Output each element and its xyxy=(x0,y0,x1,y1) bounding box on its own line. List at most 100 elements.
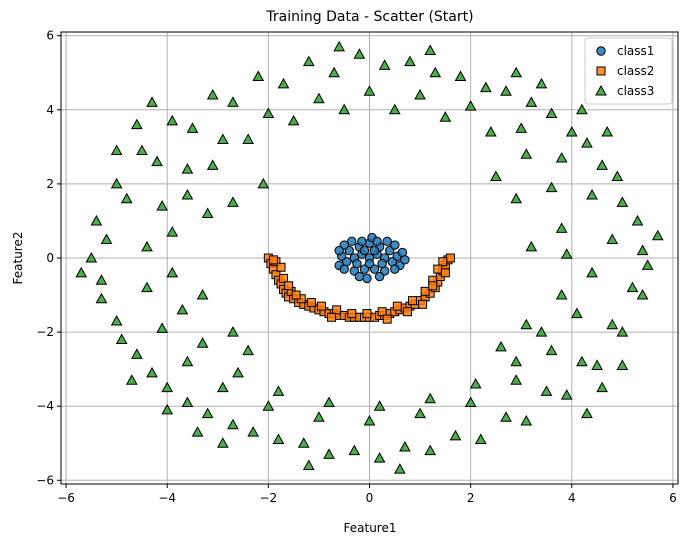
class3-point xyxy=(206,159,219,170)
axis-ticks: −6 −4 −2 0 2 4 6 −6 −4 −2 0 2 4 6 xyxy=(36,29,676,505)
x-tick-label: 6 xyxy=(669,491,677,505)
class3-point xyxy=(181,188,194,200)
class3-point xyxy=(631,214,644,226)
class3-point xyxy=(474,433,487,445)
class3-point xyxy=(131,348,143,359)
class3-point xyxy=(611,170,624,181)
class3-point xyxy=(520,318,533,330)
class3-point xyxy=(338,103,351,115)
class3-point xyxy=(520,414,533,426)
class3-point xyxy=(206,88,219,100)
class3-point xyxy=(262,400,275,411)
y-axis-title: Feature2 xyxy=(11,232,25,285)
class3-point xyxy=(424,392,437,404)
class3-point xyxy=(363,85,376,96)
class3-point xyxy=(323,396,335,407)
class3-point xyxy=(166,266,179,278)
class2-point xyxy=(420,286,430,296)
class2-point xyxy=(445,253,455,263)
class3-point xyxy=(393,463,406,474)
class3-point xyxy=(176,303,189,315)
class3-point xyxy=(464,100,477,111)
class3-point xyxy=(606,233,619,244)
class3-point xyxy=(166,226,179,237)
x-tick-label: 0 xyxy=(366,491,374,505)
class3-point xyxy=(115,333,128,345)
class3-point xyxy=(651,229,664,241)
class1-point xyxy=(339,264,349,274)
class1-point xyxy=(400,255,410,265)
y-tick-label: 0 xyxy=(46,251,54,265)
class3-point xyxy=(110,144,123,156)
legend-label-class1: class1 xyxy=(617,44,654,58)
class3-point xyxy=(196,337,209,348)
class3-point xyxy=(591,359,603,370)
class2-point xyxy=(382,314,392,324)
class1-point xyxy=(334,245,344,256)
class1-point xyxy=(364,258,375,269)
class3-point xyxy=(186,122,199,133)
class3-point xyxy=(141,281,153,293)
class3-point xyxy=(490,170,502,181)
class3-point xyxy=(545,107,558,119)
class3-point xyxy=(510,355,523,367)
class3-point xyxy=(257,177,270,189)
class3-point xyxy=(242,133,254,144)
class3-point xyxy=(262,107,275,119)
class3-point xyxy=(161,403,174,415)
class3-point xyxy=(120,192,133,204)
class3-point xyxy=(161,381,174,393)
class3-point xyxy=(525,96,538,107)
class1-point xyxy=(352,258,362,269)
class3-point xyxy=(110,314,123,326)
class3-point xyxy=(576,355,588,367)
series-class3 xyxy=(75,40,664,474)
class3-point xyxy=(469,377,482,389)
class3-point xyxy=(540,385,553,396)
class1-point xyxy=(354,271,365,282)
legend: class1 class2 class3 xyxy=(584,37,673,105)
class3-point xyxy=(75,266,88,278)
class3-point xyxy=(581,407,593,419)
class3-point xyxy=(247,426,260,437)
class3-point xyxy=(555,151,568,163)
class3-point xyxy=(510,374,523,385)
class3-point xyxy=(500,411,512,422)
class3-point xyxy=(601,126,614,137)
class3-point xyxy=(363,414,376,426)
class3-point xyxy=(348,444,361,456)
legend-box xyxy=(584,37,673,105)
class3-point xyxy=(373,400,386,411)
class1-point xyxy=(377,258,387,269)
class3-point xyxy=(500,85,512,96)
class3-point xyxy=(454,70,467,81)
class3-point xyxy=(297,437,310,448)
class3-point xyxy=(636,289,649,300)
class3-point xyxy=(90,214,103,226)
class3-point xyxy=(302,459,315,470)
class3-point xyxy=(110,177,123,189)
class3-point xyxy=(429,66,442,78)
class3-point xyxy=(510,192,523,204)
class3-point xyxy=(560,389,573,400)
class3-point xyxy=(141,240,153,252)
class3-point xyxy=(166,114,179,126)
y-tick-label: 6 xyxy=(46,29,54,43)
class3-point xyxy=(313,411,325,422)
data-points xyxy=(75,40,664,474)
class3-point xyxy=(535,77,548,89)
class2-point xyxy=(418,299,428,309)
class3-point xyxy=(495,340,507,352)
class3-point xyxy=(414,88,426,100)
class3-point xyxy=(287,114,300,126)
class3-point xyxy=(616,196,629,207)
x-tick-label: −4 xyxy=(158,491,176,505)
class1-point xyxy=(359,245,370,256)
class3-point xyxy=(201,407,214,419)
class2-point xyxy=(327,312,337,322)
legend-marker-class2 xyxy=(596,66,606,76)
class3-point xyxy=(353,48,366,59)
class3-point xyxy=(626,281,639,293)
class2-point xyxy=(362,309,372,319)
class3-point xyxy=(373,452,386,463)
